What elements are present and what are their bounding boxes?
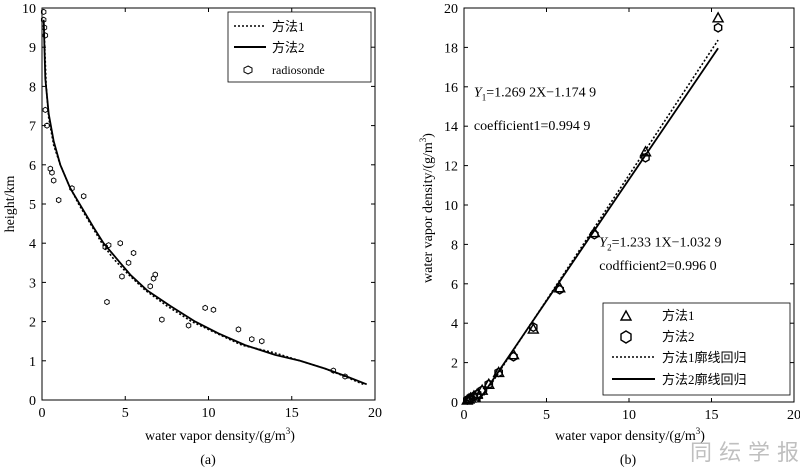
radiosonde-point: [150, 275, 157, 282]
a-ytick-label: 3: [29, 276, 36, 291]
radiosonde-point: [210, 306, 217, 313]
radiosonde-point: [249, 336, 255, 343]
panel-a-xlabel: water vapor density/(g/m3): [145, 426, 295, 444]
b-ytick-label: 20: [444, 2, 458, 17]
radiosonde-point: [125, 259, 132, 266]
method2-point: [713, 22, 723, 33]
legend-b-swatch-1: [619, 309, 633, 321]
radiosonde-point: [102, 243, 108, 251]
b-xtick-label: 5: [543, 408, 550, 423]
b-xtick-label: 15: [705, 408, 719, 423]
radiosonde-point: [55, 196, 62, 204]
a-ytick-label: 4: [29, 237, 36, 252]
legend-a-swatch-3: [243, 65, 253, 75]
panel-a-label: (a): [200, 453, 216, 468]
radiosonde-point: [202, 304, 208, 312]
panel-b-ticks: 0 5 10 15 20 0 2 4 6 8 10 12 14 16 18 20: [444, 2, 800, 423]
a-ytick-label: 10: [22, 2, 36, 17]
legend-a-label-1: 方法1: [272, 19, 305, 34]
regression-annotation: Y1=1.269 2X−1.174 9: [474, 86, 596, 103]
a-xtick-label: 5: [122, 406, 129, 421]
radiosonde-point: [42, 106, 49, 114]
a-ytick-label: 6: [29, 159, 36, 174]
a-ytick-label: 1: [29, 355, 36, 370]
method2-point: [494, 367, 503, 378]
regression-line-2: [477, 47, 719, 403]
panel-b-ylabel: water vapor density/(g/m3): [418, 133, 436, 283]
watermark: 同 纭 学 报: [690, 441, 799, 466]
b-ytick-label: 10: [444, 199, 458, 214]
b-ytick-label: 0: [451, 396, 458, 411]
radiosonde-point: [330, 367, 337, 374]
method1-point: [711, 11, 725, 23]
radiosonde-point: [235, 326, 242, 333]
b-ytick-label: 18: [444, 41, 458, 56]
a-xtick-label: 20: [368, 406, 382, 421]
a-xtick-label: 15: [285, 406, 299, 421]
b-xtick-label: 10: [622, 408, 636, 423]
radiosonde-point: [119, 273, 125, 280]
panel-a-series: [40, 8, 368, 386]
method2-point: [641, 152, 650, 163]
radiosonde-point: [69, 185, 75, 192]
b-ytick-label: 14: [444, 120, 458, 135]
radiosonde-point: [130, 249, 137, 257]
b-ytick-label: 16: [444, 81, 458, 96]
panel-a-legend: 方法1 方法2 radiosonde: [227, 11, 372, 83]
a-ytick-label: 7: [29, 120, 36, 135]
a-ytick-label: 9: [29, 41, 36, 56]
panel-a-ticks: 0 5 10 15 20 0 1 2 3 4 5 6 7 8 9 10: [22, 2, 382, 421]
radiosonde-point: [50, 177, 57, 184]
a-ytick-label: 8: [29, 80, 36, 95]
a-xtick-label: 10: [202, 406, 216, 421]
legend-a-label-3: radiosonde: [272, 63, 325, 77]
radiosonde-point: [42, 32, 49, 39]
legend-b-label-1: 方法1: [662, 308, 695, 323]
radiosonde-point: [80, 193, 87, 200]
radiosonde-point: [147, 283, 153, 290]
radiosonde-point: [44, 122, 50, 129]
a-ytick-label: 2: [29, 316, 36, 331]
method1-point: [527, 322, 540, 334]
b-ytick-label: 8: [451, 238, 458, 253]
regression-annotation: coefficient1=0.994 9: [474, 119, 591, 134]
legend-b-label-3: 方法1廓线回归: [662, 350, 747, 365]
a-xtick-label: 0: [39, 406, 46, 421]
radiosonde-point: [47, 165, 54, 172]
legend-a-label-2: 方法2: [272, 40, 305, 55]
b-ytick-label: 2: [451, 357, 458, 372]
panel-b-legend: 方法1 方法2 方法1廓线回归 方法2廓线回归: [602, 302, 791, 396]
regression-annotation: codfficient2=0.996 0: [599, 259, 716, 274]
panel-a: 0 5 10 15 20 0 1 2 3 4 5 6 7 8 9 10 height/km water vap…: [3, 2, 382, 468]
panel-b-label: (b): [620, 453, 637, 468]
radiosonde-point: [117, 240, 123, 247]
regression-annotation: Y2=1.233 1X−1.032 9: [599, 235, 721, 252]
radiosonde-point: [104, 298, 110, 306]
b-xtick-label: 0: [461, 408, 468, 423]
legend-b-label-4: 方法2廓线回归: [662, 372, 747, 387]
a-ytick-label: 5: [29, 198, 36, 213]
panel-a-ylabel: height/km: [3, 176, 18, 233]
legend-b-label-2: 方法2: [662, 329, 695, 344]
radiosonde-point: [40, 16, 47, 23]
radiosonde-point: [40, 8, 47, 16]
b-xtick-label: 20: [787, 408, 800, 423]
series-line-2: [42, 19, 368, 386]
method2-point: [590, 229, 599, 240]
radiosonde-point: [342, 373, 348, 380]
radiosonde-point: [185, 322, 192, 329]
b-ytick-label: 12: [444, 160, 458, 175]
panel-b: 0 5 10 15 20 0 2 4 6 8 10 12 14 16 18 20 water vapor de…: [418, 2, 800, 468]
b-ytick-label: 4: [451, 317, 458, 332]
panel-b-annotations: Y1=1.269 2X−1.174 9 coefficient1=0.994 9 Y…: [474, 86, 722, 274]
legend-b-swatch-2: [620, 330, 632, 344]
radiosonde-point: [259, 338, 265, 345]
a-ytick-label: 0: [29, 394, 36, 409]
radiosonde-point: [105, 242, 112, 249]
b-ytick-label: 6: [451, 278, 458, 293]
radiosonde-point: [159, 316, 165, 323]
panel-b-xlabel: water vapor density/(g/m3): [555, 426, 705, 444]
